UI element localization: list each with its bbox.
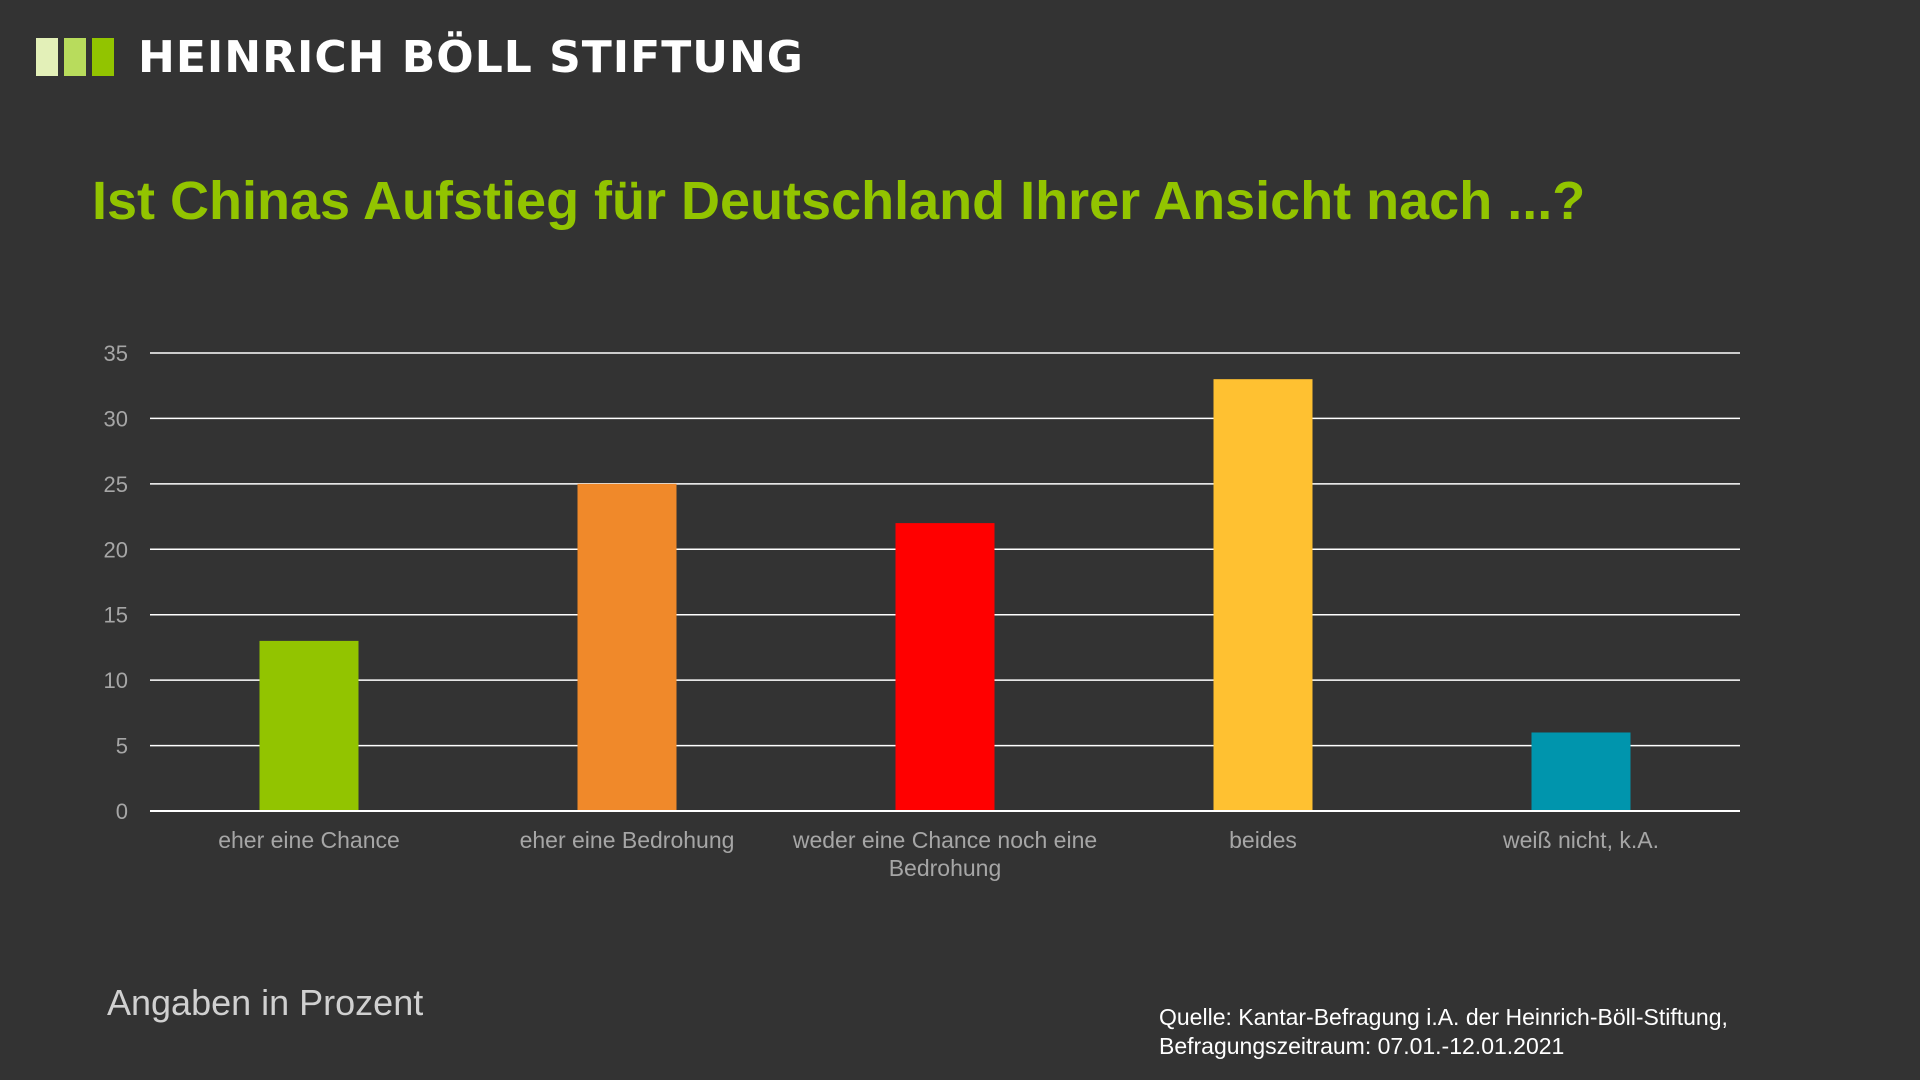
- x-tick-label: weiß nicht, k.A.: [1502, 827, 1659, 853]
- y-tick-label: 30: [104, 406, 128, 431]
- bar: [577, 483, 677, 811]
- logo-bar-dark: [92, 38, 114, 76]
- foundation-logo: HEINRICH BÖLL STIFTUNG: [36, 32, 804, 83]
- logo-bars: [36, 38, 114, 76]
- bar: [1531, 732, 1631, 811]
- x-tick-label: eher eine Chance: [218, 827, 400, 853]
- chart-title: Ist Chinas Aufstieg für Deutschland Ihre…: [92, 171, 1586, 231]
- y-tick-label: 5: [116, 734, 128, 759]
- x-tick-label: beides: [1229, 827, 1297, 853]
- bar: [895, 523, 995, 811]
- y-tick-label: 10: [104, 668, 128, 693]
- x-tick-label: Bedrohung: [889, 855, 1002, 881]
- x-tick-label: weder eine Chance noch eine: [792, 827, 1097, 853]
- logo-text: HEINRICH BÖLL STIFTUNG: [138, 31, 804, 83]
- y-tick-label: 25: [104, 472, 128, 497]
- logo-bar-mid: [64, 38, 86, 76]
- unit-note: Angaben in Prozent: [107, 982, 424, 1023]
- x-tick-label: eher eine Bedrohung: [520, 827, 735, 853]
- source-line-2: Befragungszeitraum: 07.01.-12.01.2021: [1159, 1033, 1565, 1059]
- logo-bar-light: [36, 38, 58, 76]
- y-tick-label: 0: [116, 799, 128, 824]
- y-tick-label: 20: [104, 537, 128, 562]
- y-tick-label: 15: [104, 603, 128, 628]
- y-tick-label: 35: [104, 341, 128, 366]
- bar: [1213, 379, 1313, 811]
- bar: [259, 640, 359, 811]
- source-note: Quelle: Kantar-Befragung i.A. der Heinri…: [1159, 1003, 1728, 1061]
- source-line-1: Quelle: Kantar-Befragung i.A. der Heinri…: [1159, 1004, 1728, 1030]
